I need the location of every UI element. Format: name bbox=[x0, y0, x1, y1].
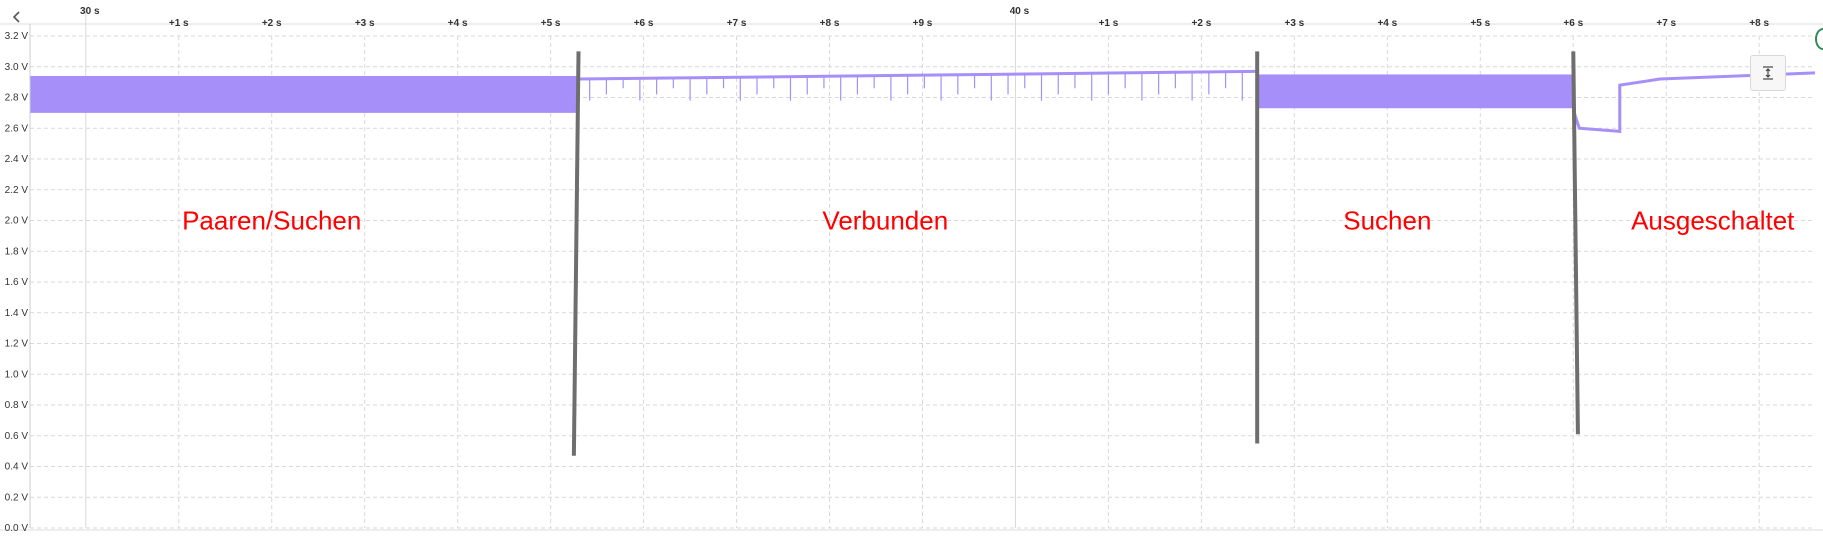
region-label: Verbunden bbox=[822, 206, 948, 236]
x-tick-label: +4 s bbox=[1377, 18, 1397, 29]
x-major-tick-label: 30 s bbox=[80, 6, 100, 17]
x-tick-label: +5 s bbox=[1470, 18, 1490, 29]
signal-layer bbox=[30, 69, 1816, 133]
x-tick-label: +5 s bbox=[541, 18, 561, 29]
y-tick-label: 2.8 V bbox=[5, 93, 29, 104]
y-tick-label: 0.4 V bbox=[5, 462, 29, 473]
y-tick-label: 2.0 V bbox=[5, 216, 29, 227]
y-tick-label: 0.2 V bbox=[5, 492, 29, 503]
fit-vertical-button[interactable] bbox=[1750, 55, 1786, 91]
y-tick-label: 1.0 V bbox=[5, 369, 29, 380]
y-tick-label: 0.6 V bbox=[5, 431, 29, 442]
marker-layer bbox=[571, 51, 1580, 456]
y-tick-label: 1.6 V bbox=[5, 277, 29, 288]
x-tick-label: +2 s bbox=[1192, 18, 1212, 29]
y-tick-label: 2.6 V bbox=[5, 123, 29, 134]
signal-dips bbox=[589, 71, 1243, 101]
y-tick-label: 2.2 V bbox=[5, 185, 29, 196]
region-label: Paaren/Suchen bbox=[182, 206, 361, 236]
back-button[interactable] bbox=[6, 6, 28, 28]
phase-marker bbox=[571, 51, 581, 456]
x-tick-label: +8 s bbox=[1749, 18, 1769, 29]
phase-marker bbox=[1571, 51, 1580, 435]
y-tick-label: 3.2 V bbox=[5, 31, 29, 42]
annotation-layer: Paaren/Suchen Verbunden Suchen Ausgeschalte… bbox=[182, 206, 1795, 236]
signal-band bbox=[30, 75, 579, 113]
chevron-left-icon bbox=[12, 11, 20, 23]
x-tick-label: +4 s bbox=[448, 18, 468, 29]
region-label: Suchen bbox=[1343, 206, 1431, 236]
x-tick-label: +6 s bbox=[634, 18, 654, 29]
x-tick-label: +3 s bbox=[1285, 18, 1305, 29]
signal-line bbox=[578, 69, 1258, 81]
x-tick-label: +2 s bbox=[262, 18, 282, 29]
axis-layer: 0.0 V 0.2 V 0.4 V 0.6 V 0.8 V 1.0 V 1.2 V 1.4 V… bbox=[0, 6, 1823, 534]
x-tick-label: +7 s bbox=[1656, 18, 1676, 29]
y-tick-label: 0.8 V bbox=[5, 400, 29, 411]
y-tick-label: 2.4 V bbox=[5, 154, 29, 165]
x-tick-label: +1 s bbox=[1099, 18, 1119, 29]
grid-layer bbox=[30, 8, 1815, 529]
signal-band bbox=[1257, 74, 1574, 109]
x-major-tick-label: 40 s bbox=[1010, 6, 1030, 17]
x-tick-label: +8 s bbox=[820, 18, 840, 29]
status-circle-icon bbox=[1815, 28, 1823, 50]
x-tick-label: +1 s bbox=[169, 18, 189, 29]
region-label: Ausgeschaltet bbox=[1631, 206, 1795, 236]
x-tick-label: +9 s bbox=[913, 18, 933, 29]
x-tick-label: +7 s bbox=[727, 18, 747, 29]
y-tick-label: 1.2 V bbox=[5, 339, 29, 350]
x-tick-label: +6 s bbox=[1563, 18, 1583, 29]
y-tick-label: 1.8 V bbox=[5, 246, 29, 257]
y-tick-label: 3.0 V bbox=[5, 62, 29, 73]
fit-vertical-icon bbox=[1763, 66, 1773, 80]
y-tick-label: 1.4 V bbox=[5, 308, 29, 319]
x-tick-label: +3 s bbox=[355, 18, 375, 29]
signal-line bbox=[1571, 71, 1816, 133]
y-tick-label: 0.0 V bbox=[5, 523, 29, 534]
